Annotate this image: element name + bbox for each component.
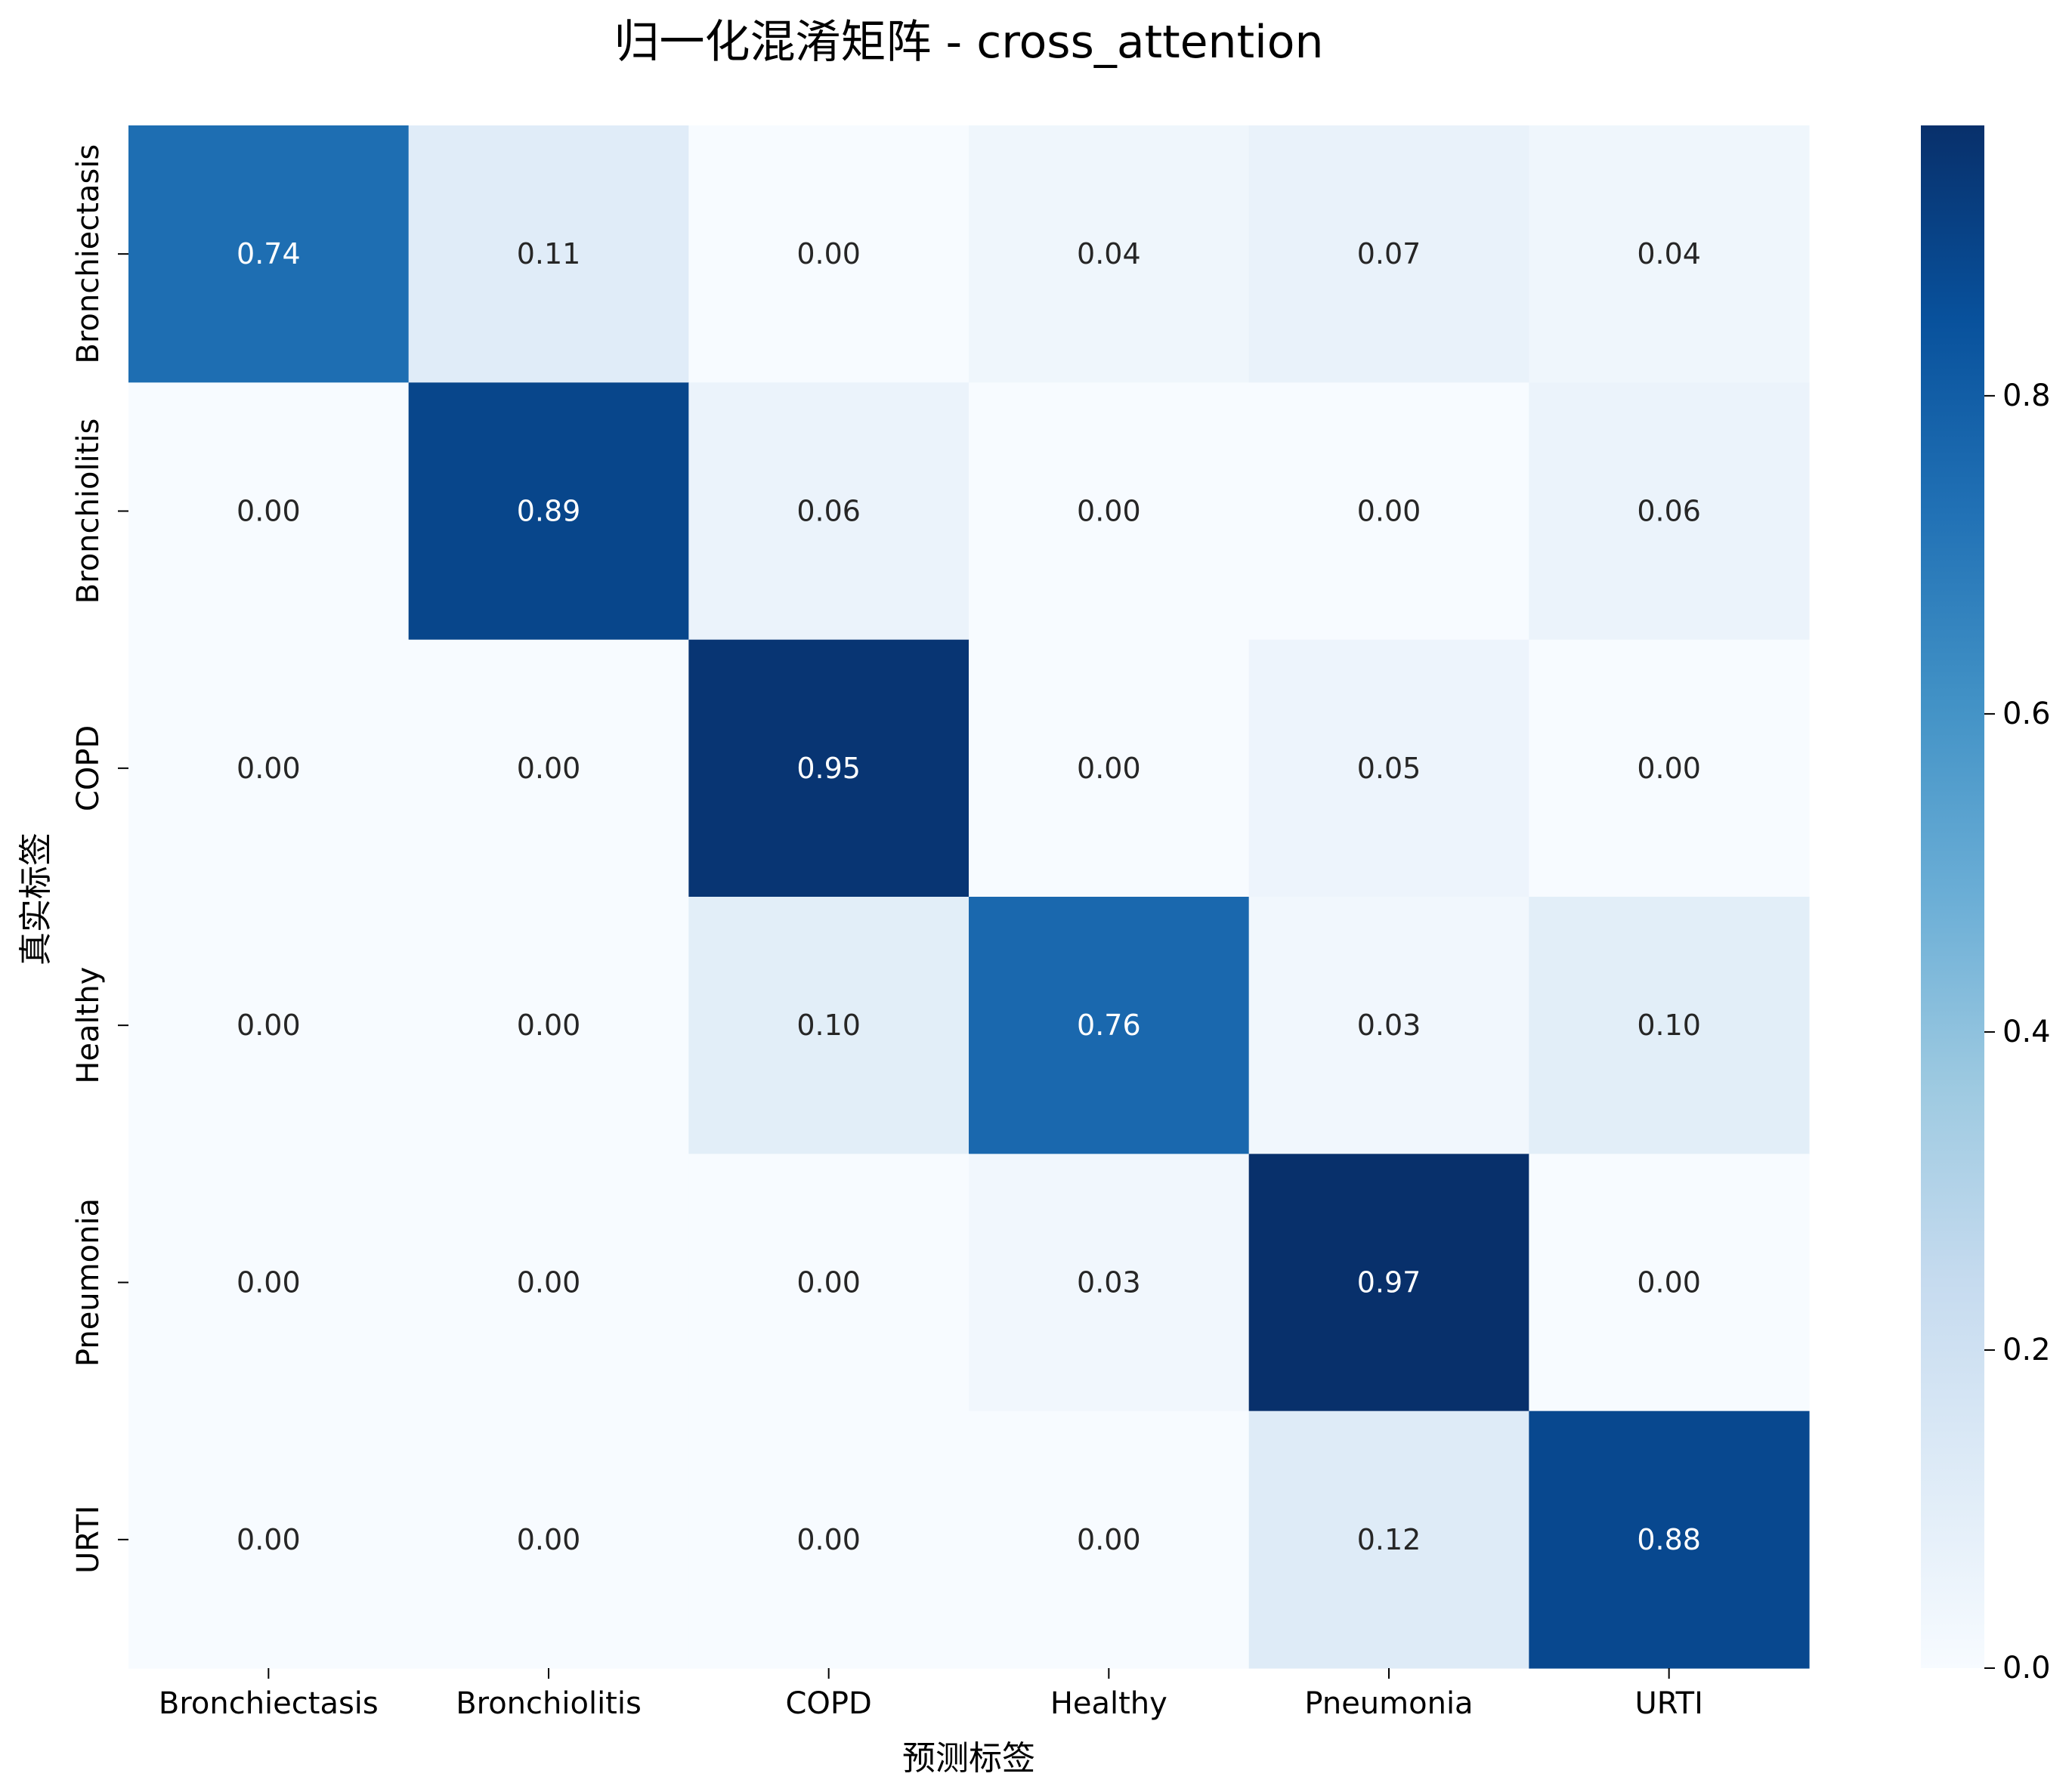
colorbar-tick-label: 0.4: [2002, 1015, 2051, 1049]
heatmap-cell: [969, 1154, 1250, 1412]
colorbar-ticks: 0.0 0.2 0.4 0.6 0.8: [1984, 379, 2051, 1685]
heatmap-cell: [688, 125, 970, 383]
x-tick-label: URTI: [1634, 1686, 1702, 1721]
heatmap-cell: [408, 382, 689, 641]
heatmap-cell: [128, 125, 410, 383]
cell-value-label: 0.12: [1357, 1523, 1421, 1556]
heatmap-cell: [1529, 1410, 1810, 1669]
cell-value-label: 0.00: [796, 237, 861, 270]
x-tick-label: Bronchiectasis: [159, 1686, 379, 1721]
heatmap-cell: [128, 1410, 410, 1669]
cell-value-label: 0.10: [796, 1009, 861, 1042]
colorbar-tick-label: 0.0: [2002, 1651, 2051, 1685]
y-tick-label: Healthy: [71, 967, 106, 1084]
heatmap-cell: [1529, 639, 1810, 898]
cell-value-label: 0.03: [1357, 1009, 1421, 1042]
heatmap-cell-labels: 0.74 0.11 0.00 0.04 0.07 0.04 0.00 0.89 0.06 0.00…: [237, 237, 1701, 1556]
x-tick-label: Pneumonia: [1304, 1686, 1473, 1721]
cell-value-label: 0.10: [1637, 1009, 1701, 1042]
heatmap-cell: [1248, 897, 1529, 1154]
cell-value-label: 0.00: [517, 1266, 581, 1299]
heatmap-cell: [1529, 382, 1810, 641]
heatmap-cell: [128, 897, 410, 1154]
heatmap-cell: [688, 639, 970, 898]
heatmap-cell: [688, 1410, 970, 1669]
heatmap-cell: [408, 1154, 689, 1412]
heatmap-cell: [969, 382, 1250, 641]
cell-value-label: 0.00: [1357, 495, 1421, 528]
cell-value-label: 0.76: [1077, 1009, 1141, 1042]
cell-value-label: 0.00: [796, 1266, 861, 1299]
heatmap-cell: [1248, 382, 1529, 641]
heatmap-cell: [1529, 1154, 1810, 1412]
colorbar: [1921, 125, 1984, 1668]
chart-title: 归一化混淆矩阵 - cross_attention: [614, 16, 1323, 69]
x-tick-label: Bronchiolitis: [456, 1686, 642, 1721]
heatmap-cell: [128, 639, 410, 898]
cell-value-label: 0.00: [237, 1009, 301, 1042]
cell-value-label: 0.00: [517, 1523, 581, 1556]
cell-value-label: 0.07: [1357, 237, 1421, 270]
heatmap-cell: [1248, 125, 1529, 383]
heatmap-cell: [1248, 1154, 1529, 1412]
cell-value-label: 0.03: [1077, 1266, 1141, 1299]
y-axis-label: 真实标签: [17, 833, 55, 966]
cell-value-label: 0.00: [1637, 752, 1701, 785]
heatmap-cell: [688, 1154, 970, 1412]
cell-value-label: 0.00: [1077, 495, 1141, 528]
cell-value-label: 0.00: [1077, 752, 1141, 785]
cell-value-label: 0.89: [517, 495, 581, 528]
cell-value-label: 0.00: [1077, 1523, 1141, 1556]
cell-value-label: 0.06: [796, 495, 861, 528]
heatmap-cell: [969, 897, 1250, 1154]
cell-value-label: 0.00: [796, 1523, 861, 1556]
cell-value-label: 0.06: [1637, 495, 1701, 528]
heatmap-cell: [408, 1410, 689, 1669]
x-tick-label: COPD: [785, 1686, 871, 1721]
cell-value-label: 0.97: [1357, 1266, 1421, 1299]
heatmap-cell: [408, 639, 689, 898]
cell-value-label: 0.00: [237, 1523, 301, 1556]
cell-value-label: 0.11: [517, 237, 581, 270]
y-tick-label: Bronchiectasis: [71, 144, 106, 364]
heatmap-cell: [688, 382, 970, 641]
colorbar-tick-label: 0.6: [2002, 697, 2051, 731]
cell-value-label: 0.00: [517, 752, 581, 785]
heatmap-cells: [128, 125, 1810, 1669]
y-axis-ticks: Bronchiectasis Bronchiolitis COPD Healthy Pn…: [71, 144, 128, 1574]
heatmap-cell: [1248, 639, 1529, 898]
cell-value-label: 0.05: [1357, 752, 1421, 785]
colorbar-tick-label: 0.8: [2002, 379, 2051, 413]
heatmap-cell: [1529, 897, 1810, 1154]
y-tick-label: URTI: [71, 1506, 106, 1574]
cell-value-label: 0.95: [796, 752, 861, 785]
y-tick-label: Pneumonia: [71, 1198, 106, 1367]
y-tick-label: Bronchiolitis: [71, 419, 106, 604]
cell-value-label: 0.00: [237, 495, 301, 528]
cell-value-label: 0.74: [237, 237, 301, 270]
heatmap-cell: [1248, 1410, 1529, 1669]
cell-value-label: 0.00: [237, 1266, 301, 1299]
heatmap-cell: [1529, 125, 1810, 383]
y-tick-label: COPD: [71, 725, 106, 811]
heatmap-cell: [128, 1154, 410, 1412]
heatmap-cell: [408, 897, 689, 1154]
x-axis-label: 预测标签: [902, 1739, 1035, 1778]
heatmap-cell: [969, 639, 1250, 898]
x-axis-ticks: Bronchiectasis Bronchiolitis COPD Healthy Pn…: [159, 1668, 1703, 1721]
heatmap-cell: [969, 125, 1250, 383]
cell-value-label: 0.04: [1077, 237, 1141, 270]
x-tick-label: Healthy: [1050, 1686, 1167, 1721]
cell-value-label: 0.00: [517, 1009, 581, 1042]
cell-value-label: 0.00: [237, 752, 301, 785]
heatmap-cell: [128, 382, 410, 641]
heatmap-cell: [969, 1410, 1250, 1669]
cell-value-label: 0.00: [1637, 1266, 1701, 1299]
heatmap-cell: [688, 897, 970, 1154]
heatmap-cell: [408, 125, 689, 383]
colorbar-tick-label: 0.2: [2002, 1333, 2051, 1367]
cell-value-label: 0.04: [1637, 237, 1701, 270]
cell-value-label: 0.88: [1637, 1523, 1701, 1556]
